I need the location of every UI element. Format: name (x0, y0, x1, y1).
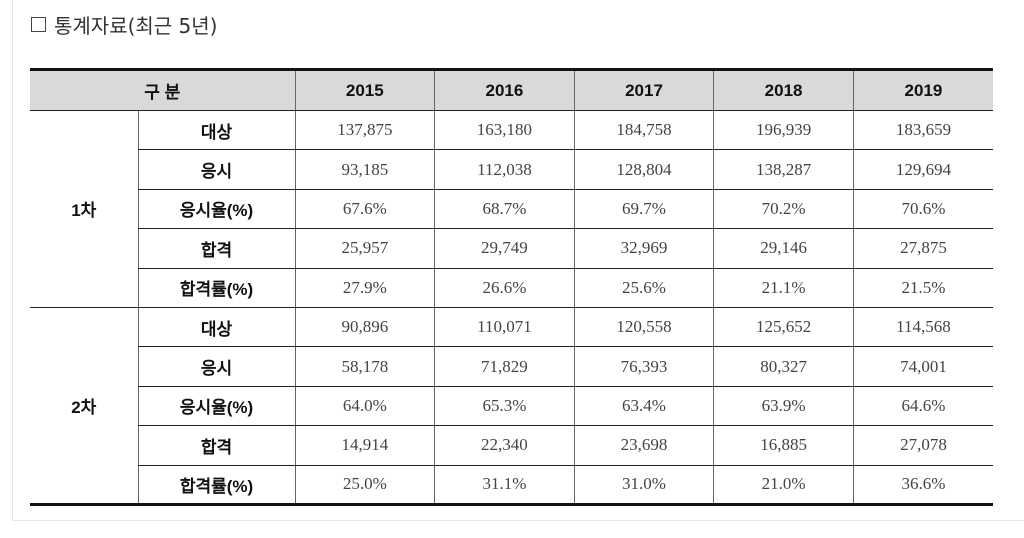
table-cell: 63.4% (573, 386, 714, 427)
table-row: 응시율(%) 64.0% 65.3% 63.4% 63.9% 64.6% (30, 386, 993, 427)
table-row: 합격률(%) 25.0% 31.1% 31.0% 21.0% 36.6% (30, 465, 993, 506)
table-cell: 31.1% (434, 465, 575, 506)
section-title: 통계자료(최근 5년) (54, 13, 218, 38)
row-label: 합격 (137, 425, 296, 466)
header-year: 2019 (852, 68, 993, 111)
table-cell: 138,287 (713, 149, 854, 190)
group-label: 1차 (30, 110, 138, 308)
table-cell: 31.0% (573, 465, 714, 506)
table-cell: 90,896 (294, 307, 435, 348)
table-cell: 76,393 (573, 346, 714, 387)
table-cell: 27,078 (852, 425, 993, 466)
table-cell: 70.2% (713, 189, 854, 230)
statistics-table: 구 분 2015 2016 2017 2018 2019 1차 대상 137,875… (30, 68, 993, 506)
header-category: 구 분 (30, 68, 296, 111)
row-label: 응시 (137, 149, 296, 190)
table-cell: 27.9% (294, 268, 435, 308)
table-cell: 137,875 (294, 110, 435, 151)
table-cell: 183,659 (852, 110, 993, 151)
table-cell: 93,185 (294, 149, 435, 190)
table-cell: 163,180 (434, 110, 575, 151)
header-year: 2016 (434, 68, 575, 111)
table-cell: 196,939 (713, 110, 854, 151)
header-year: 2017 (573, 68, 714, 111)
table-cell: 67.6% (294, 189, 435, 230)
table-row: 합격률(%) 27.9% 26.6% 25.6% 21.1% 21.5% (30, 268, 993, 308)
table-cell: 74,001 (852, 346, 993, 387)
table-cell: 128,804 (573, 149, 714, 190)
table-cell: 120,558 (573, 307, 714, 348)
table-header-row: 구 분 2015 2016 2017 2018 2019 (30, 68, 993, 111)
table-cell: 129,694 (852, 149, 993, 190)
table-cell: 21.5% (852, 268, 993, 308)
table-cell: 36.6% (852, 465, 993, 506)
table-row: 응시 58,178 71,829 76,393 80,327 74,001 (30, 346, 993, 387)
table-cell: 22,340 (434, 425, 575, 466)
header-year: 2015 (294, 68, 435, 111)
table-row: 응시 93,185 112,038 128,804 138,287 129,694 (30, 149, 993, 190)
row-label: 응시 (137, 346, 296, 387)
content-frame (12, 0, 1024, 521)
table-cell: 64.6% (852, 386, 993, 427)
table-row: 응시율(%) 67.6% 68.7% 69.7% 70.2% 70.6% (30, 189, 993, 230)
table-cell: 112,038 (434, 149, 575, 190)
table-cell: 23,698 (573, 425, 714, 466)
table-cell: 29,146 (713, 228, 854, 269)
table-row: 합격 25,957 29,749 32,969 29,146 27,875 (30, 228, 993, 269)
table-body: 1차 대상 137,875 163,180 184,758 196,939 183,659 응… (30, 110, 993, 506)
row-label: 응시율(%) (137, 189, 296, 230)
table-cell: 32,969 (573, 228, 714, 269)
row-label: 대상 (137, 307, 296, 348)
table-cell: 58,178 (294, 346, 435, 387)
table-cell: 21.1% (713, 268, 854, 308)
row-label: 응시율(%) (137, 386, 296, 427)
table-cell: 25,957 (294, 228, 435, 269)
table-cell: 68.7% (434, 189, 575, 230)
table-cell: 26.6% (434, 268, 575, 308)
row-label: 합격 (137, 228, 296, 269)
table-cell: 14,914 (294, 425, 435, 466)
table-cell: 25.6% (573, 268, 714, 308)
table-cell: 21.0% (713, 465, 854, 506)
table-cell: 27,875 (852, 228, 993, 269)
table-row: 합격 14,914 22,340 23,698 16,885 27,078 (30, 425, 993, 466)
table-cell: 63.9% (713, 386, 854, 427)
table-cell: 125,652 (713, 307, 854, 348)
group-label: 2차 (30, 307, 138, 506)
table-cell: 71,829 (434, 346, 575, 387)
section-heading: 통계자료(최근 5년) (31, 10, 218, 38)
table-cell: 110,071 (434, 307, 575, 348)
table-cell: 70.6% (852, 189, 993, 230)
table-row: 1차 대상 137,875 163,180 184,758 196,939 183,659 (30, 110, 993, 308)
header-year: 2018 (713, 68, 854, 111)
table-cell: 80,327 (713, 346, 854, 387)
table-cell: 64.0% (294, 386, 435, 427)
table-cell: 184,758 (573, 110, 714, 151)
row-label: 대상 (137, 110, 296, 151)
row-label: 합격률(%) (137, 465, 296, 506)
table-cell: 69.7% (573, 189, 714, 230)
table-cell: 16,885 (713, 425, 854, 466)
table-cell: 114,568 (852, 307, 993, 348)
checkbox-icon (31, 16, 46, 32)
row-label: 합격률(%) (137, 268, 296, 308)
table-row: 2차 대상 90,896 110,071 120,558 125,652 114,568 (30, 307, 993, 506)
table-cell: 25.0% (294, 465, 435, 506)
table-cell: 65.3% (434, 386, 575, 427)
table-cell: 29,749 (434, 228, 575, 269)
